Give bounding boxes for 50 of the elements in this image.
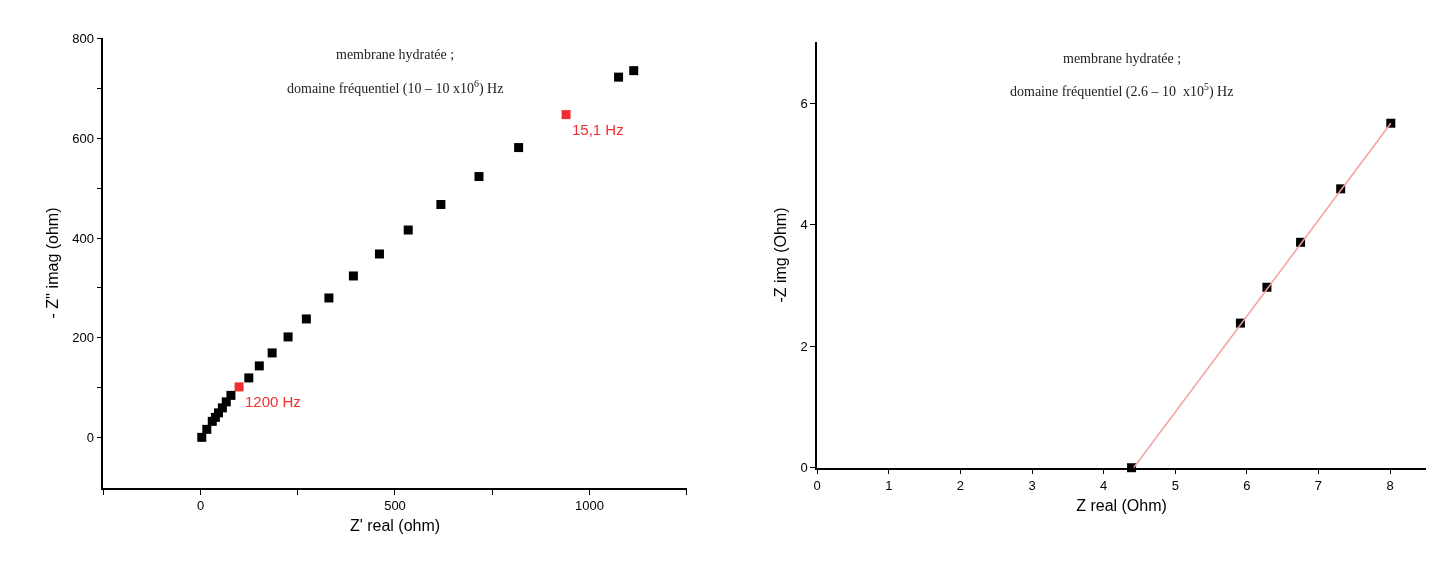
- x-tick-label: 1: [885, 478, 893, 494]
- x-tick-label: 7: [1314, 478, 1323, 494]
- point: [234, 382, 244, 392]
- annotation: 1200 Hz: [245, 393, 301, 410]
- y-tick-label: 0: [86, 430, 95, 446]
- point: [244, 373, 254, 383]
- point: [374, 249, 384, 259]
- y-tick-label: 6: [800, 95, 808, 111]
- point: [474, 172, 484, 182]
- point: [514, 143, 524, 153]
- x-tick-label: 4: [1100, 478, 1108, 494]
- y-tick-label: 400: [72, 230, 95, 246]
- x-tick-label: 3: [1028, 478, 1036, 494]
- x-tick-label: 0: [196, 498, 205, 514]
- point: [348, 271, 358, 281]
- point: [629, 66, 639, 76]
- x-tick-label: 8: [1386, 478, 1394, 494]
- text: domaine fréquentiel (10 – 10 x10$^{6}$) Hz: [287, 78, 504, 97]
- y-tick-label: 200: [72, 330, 95, 346]
- text: membrane hydratée ;: [1063, 51, 1182, 66]
- annotation: 15,1 Hz: [572, 121, 624, 138]
- point: [197, 432, 207, 442]
- x-axis-title: Z real (Ohm): [1076, 497, 1167, 515]
- x-tick-label: 1000: [574, 498, 604, 514]
- x-tick-label: 2: [956, 478, 965, 494]
- point: [436, 200, 446, 210]
- text: membrane hydratée ;: [336, 47, 455, 62]
- y-tick-label: 600: [72, 130, 95, 146]
- point: [324, 293, 334, 303]
- x-axis-title: Z' real (ohm): [349, 517, 441, 535]
- x-tick-label: 500: [384, 498, 406, 514]
- point: [614, 72, 624, 82]
- x-tick-label: 0: [813, 478, 821, 494]
- y-axis-title: - Z'' imag (ohm): [43, 207, 61, 319]
- y-tick-label: 0: [800, 460, 808, 476]
- point: [202, 424, 212, 434]
- y-tick-label: 800: [72, 30, 95, 46]
- point: [207, 416, 217, 426]
- y-axis-title: -Z img (Ohm): [771, 207, 789, 303]
- y-tick-label: 4: [800, 217, 808, 233]
- point: [403, 225, 413, 235]
- y-tick-label: 2: [800, 338, 808, 354]
- point: [301, 314, 311, 324]
- x-tick-label: 5: [1171, 478, 1179, 494]
- point: [267, 348, 277, 358]
- text: domaine fréquentiel (2.6 – 10 x10$^{5}$) Hz: [1010, 81, 1234, 100]
- point: [283, 332, 293, 342]
- point: [254, 361, 264, 371]
- point: [561, 110, 571, 120]
- x-tick-label: 6: [1243, 478, 1251, 494]
